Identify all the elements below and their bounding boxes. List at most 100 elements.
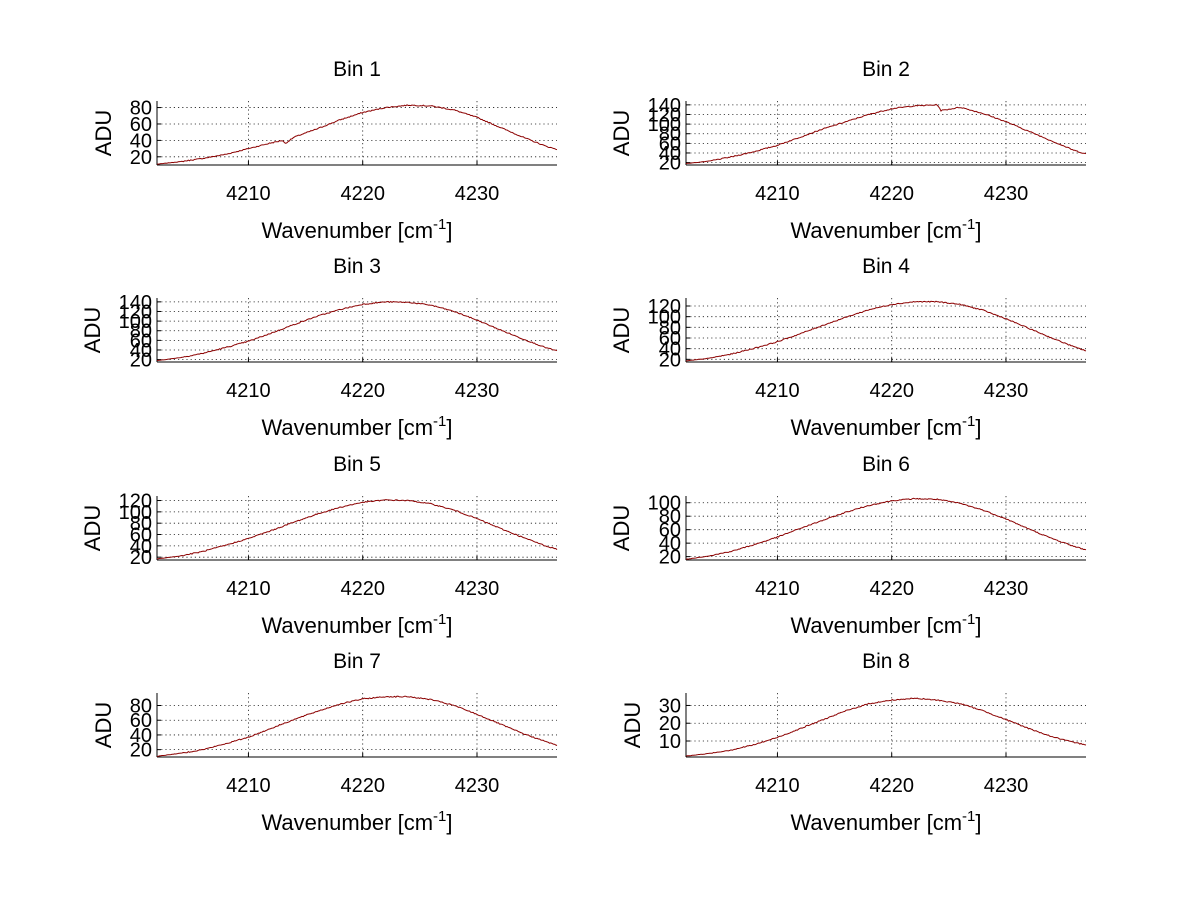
x-tick-label: 4230 bbox=[455, 380, 500, 402]
y-tick-label: 80 bbox=[130, 696, 152, 718]
x-axis-label: Wavenumber [cm-1] bbox=[261, 413, 452, 440]
series-line bbox=[156, 695, 558, 757]
x-tick-label: 4210 bbox=[755, 183, 800, 205]
series-line bbox=[157, 104, 558, 165]
x-tick-label: 4210 bbox=[226, 183, 271, 205]
y-tick-label: 120 bbox=[119, 301, 152, 323]
x-axis-label: Wavenumber [cm-1] bbox=[261, 611, 452, 638]
x-axis-label: Wavenumber [cm-1] bbox=[790, 611, 981, 638]
x-tick-label: 4210 bbox=[755, 380, 800, 402]
subplot-title: Bin 2 bbox=[862, 58, 910, 81]
y-tick-label: 60 bbox=[659, 520, 681, 542]
y-tick-label: 80 bbox=[130, 321, 152, 343]
x-tick-label: 4210 bbox=[755, 775, 800, 797]
x-tick-label: 4210 bbox=[226, 380, 271, 402]
y-tick-label: 100 bbox=[119, 502, 152, 524]
series-line bbox=[685, 697, 1087, 757]
y-tick-label: 20 bbox=[659, 713, 681, 735]
y-tick-label: 20 bbox=[130, 147, 152, 169]
subplot-title: Bin 8 bbox=[862, 650, 910, 673]
y-tick-label: 140 bbox=[119, 292, 152, 314]
x-tick-label: 4230 bbox=[984, 775, 1029, 797]
y-tick-label: 120 bbox=[119, 491, 152, 513]
y-axis-label: ADU bbox=[91, 110, 116, 156]
y-tick-label: 60 bbox=[130, 114, 152, 136]
x-tick-label: 4210 bbox=[226, 578, 271, 600]
y-tick-label: 40 bbox=[659, 533, 681, 555]
series-line bbox=[156, 300, 558, 361]
x-tick-label: 4210 bbox=[226, 775, 271, 797]
y-tick-label: 20 bbox=[130, 740, 152, 762]
x-tick-label: 4220 bbox=[869, 183, 914, 205]
y-tick-label: 40 bbox=[659, 143, 681, 165]
series-line bbox=[685, 103, 1087, 165]
series-line bbox=[685, 300, 1087, 362]
y-tick-label: 40 bbox=[130, 340, 152, 362]
subplot-title: Bin 1 bbox=[333, 58, 381, 81]
x-tick-label: 4230 bbox=[984, 380, 1029, 402]
y-tick-label: 20 bbox=[659, 547, 681, 569]
y-tick-label: 120 bbox=[648, 104, 681, 126]
y-tick-label: 20 bbox=[659, 349, 681, 371]
y-axis-label: ADU bbox=[620, 702, 645, 748]
y-tick-label: 80 bbox=[659, 124, 681, 146]
y-tick-label: 40 bbox=[130, 130, 152, 152]
series-line bbox=[685, 497, 1087, 560]
y-tick-label: 20 bbox=[130, 547, 152, 569]
x-tick-label: 4220 bbox=[869, 775, 914, 797]
y-tick-label: 60 bbox=[130, 525, 152, 547]
y-tick-label: 60 bbox=[130, 710, 152, 732]
subplot-title: Bin 7 bbox=[333, 650, 381, 673]
y-tick-label: 100 bbox=[648, 114, 681, 136]
x-tick-label: 4230 bbox=[455, 775, 500, 797]
y-tick-label: 120 bbox=[648, 296, 681, 318]
y-tick-label: 100 bbox=[119, 311, 152, 333]
y-tick-label: 60 bbox=[659, 133, 681, 155]
y-tick-label: 60 bbox=[659, 328, 681, 350]
x-tick-label: 4220 bbox=[340, 380, 385, 402]
y-tick-label: 20 bbox=[130, 350, 152, 372]
x-tick-label: 4220 bbox=[340, 775, 385, 797]
subplot-title: Bin 5 bbox=[333, 453, 381, 476]
y-tick-label: 60 bbox=[130, 330, 152, 352]
x-tick-label: 4220 bbox=[340, 183, 385, 205]
y-axis-label: ADU bbox=[80, 505, 105, 551]
x-tick-label: 4220 bbox=[869, 578, 914, 600]
y-tick-label: 80 bbox=[659, 506, 681, 528]
subplot-title: Bin 6 bbox=[862, 453, 910, 476]
x-tick-label: 4230 bbox=[455, 578, 500, 600]
x-tick-label: 4230 bbox=[984, 578, 1029, 600]
y-axis-label: ADU bbox=[609, 505, 634, 551]
y-tick-label: 10 bbox=[659, 731, 681, 753]
x-axis-label: Wavenumber [cm-1] bbox=[790, 808, 981, 835]
x-axis-label: Wavenumber [cm-1] bbox=[261, 216, 452, 243]
x-tick-label: 4210 bbox=[755, 578, 800, 600]
y-axis-label: ADU bbox=[609, 307, 634, 353]
series-line bbox=[156, 499, 558, 560]
y-tick-label: 40 bbox=[130, 725, 152, 747]
x-tick-label: 4220 bbox=[869, 380, 914, 402]
y-tick-label: 100 bbox=[648, 307, 681, 329]
x-axis-label: Wavenumber [cm-1] bbox=[790, 413, 981, 440]
x-axis-label: Wavenumber [cm-1] bbox=[790, 216, 981, 243]
y-tick-label: 100 bbox=[648, 493, 681, 515]
subplot-title: Bin 3 bbox=[333, 255, 381, 278]
y-tick-label: 80 bbox=[130, 513, 152, 535]
x-tick-label: 4230 bbox=[455, 183, 500, 205]
y-tick-label: 30 bbox=[659, 695, 681, 717]
y-tick-label: 20 bbox=[659, 153, 681, 175]
x-tick-label: 4220 bbox=[340, 578, 385, 600]
y-tick-label: 140 bbox=[648, 95, 681, 117]
x-axis-label: Wavenumber [cm-1] bbox=[261, 808, 452, 835]
subplot-title: Bin 4 bbox=[862, 255, 910, 278]
y-tick-label: 40 bbox=[130, 536, 152, 558]
x-tick-label: 4230 bbox=[984, 183, 1029, 205]
